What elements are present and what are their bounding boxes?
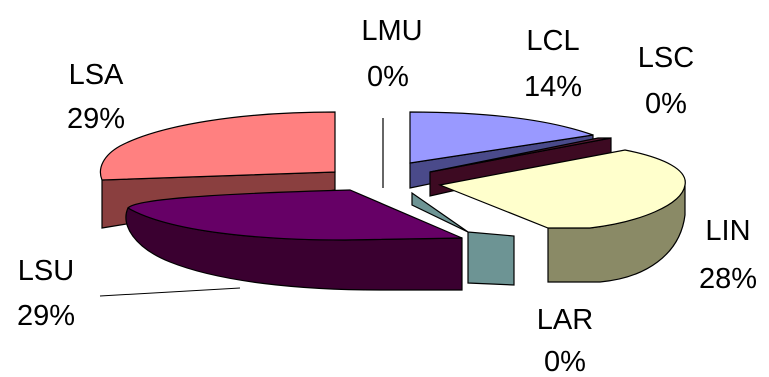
- label-lar: LAR: [537, 304, 593, 336]
- slice-lsu-top: [127, 189, 463, 241]
- label-lsc: LSC: [638, 42, 694, 74]
- slice-lar: [411, 191, 515, 286]
- label-lin-percent: 28%: [699, 263, 757, 295]
- label-lsa: LSA: [69, 59, 124, 91]
- slice-lin: [437, 149, 686, 283]
- slice-lcl-top: [409, 111, 594, 164]
- slice-lin-top: [437, 149, 686, 229]
- label-lmu-percent: 0%: [367, 61, 409, 93]
- label-lmu: LMU: [361, 15, 422, 47]
- label-lcl: LCL: [526, 25, 579, 57]
- slice-lsu: [125, 189, 463, 291]
- slice-lsc-top: [429, 137, 612, 173]
- label-lcl-percent: 14%: [524, 71, 582, 103]
- label-lsu-percent: 29%: [17, 300, 75, 332]
- slice-lsa-top: [99, 111, 336, 181]
- label-lar-percent: 0%: [544, 346, 586, 377]
- lsu-leader-line: [99, 287, 241, 297]
- label-lin: LIN: [705, 215, 750, 247]
- label-lsu: LSU: [18, 255, 74, 287]
- label-lsa-percent: 29%: [67, 103, 125, 135]
- label-lsc-percent: 0%: [645, 88, 687, 120]
